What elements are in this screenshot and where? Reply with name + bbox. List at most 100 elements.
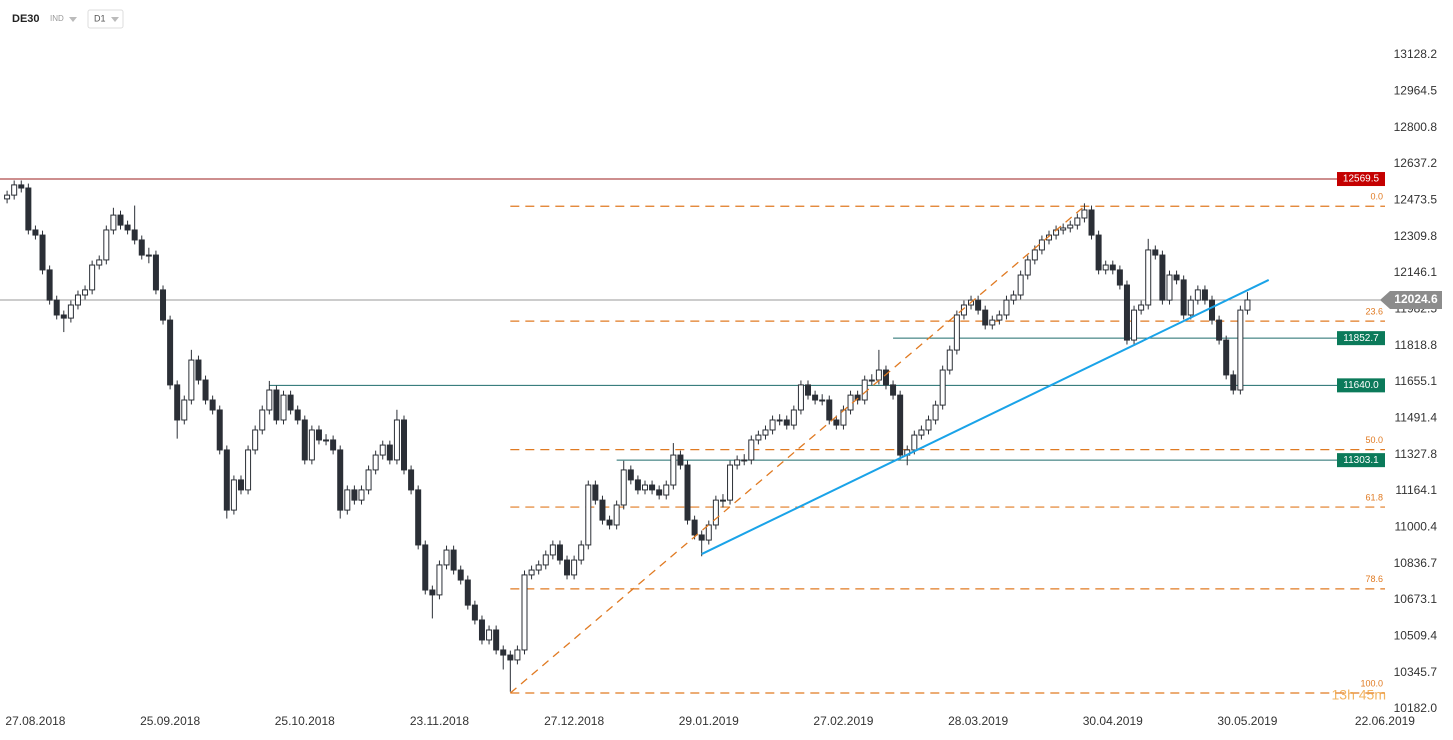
candle-body (266, 389, 273, 411)
x-tick-label: 22.06.2019 (1355, 714, 1415, 728)
candle-body (734, 459, 741, 466)
candle-body (315, 429, 322, 441)
candle-body (67, 304, 74, 319)
y-tick-label: 10836.7 (1394, 556, 1438, 570)
y-tick-label: 12964.5 (1394, 84, 1438, 98)
candle-body (237, 479, 244, 491)
candle-body (436, 564, 443, 596)
candle-body (1201, 289, 1208, 301)
level-label-bg (1337, 378, 1385, 393)
candle-body (783, 419, 790, 426)
x-tick-label: 23.11.2018 (410, 714, 469, 728)
candle-body (634, 479, 641, 491)
candle-body (1123, 284, 1130, 341)
candle-body (32, 229, 39, 236)
market-dropdown[interactable] (69, 17, 77, 22)
candle-body (578, 544, 585, 561)
candle-body (684, 464, 691, 521)
current-price-label: 12024.6 (1394, 292, 1438, 306)
candle-body (60, 314, 67, 319)
candle-body (946, 349, 953, 371)
candle-body (103, 229, 110, 261)
candle-body (677, 454, 684, 466)
candle-body (365, 469, 372, 491)
y-tick-label: 10345.7 (1394, 665, 1438, 679)
candle-body (656, 489, 663, 496)
candle-body (932, 404, 939, 421)
candle-body (188, 359, 195, 401)
y-tick-label: 10673.1 (1394, 592, 1438, 606)
candle-body (797, 384, 804, 411)
candle-body (372, 454, 379, 471)
candle-body (911, 434, 918, 451)
y-tick-label: 13128.2 (1394, 47, 1438, 61)
candle-body (1010, 294, 1017, 301)
candle-body (1159, 254, 1166, 301)
candle-body (1031, 249, 1038, 261)
candle-body (698, 534, 705, 541)
candle-body (500, 649, 507, 656)
candle-body (457, 569, 464, 581)
candle-body (259, 409, 266, 431)
candle-body (776, 419, 783, 422)
candle-body (1045, 234, 1052, 241)
candle-body (748, 439, 755, 461)
candle-body (1223, 339, 1230, 376)
candle-body (344, 489, 351, 511)
candle-body (663, 484, 670, 496)
level-label: 11640.0 (1343, 380, 1379, 391)
candle-body (833, 419, 840, 426)
candle-body (507, 654, 514, 661)
market: IND (50, 14, 64, 23)
candle-body (1209, 299, 1216, 321)
candle-body (386, 444, 393, 461)
candle-body (46, 269, 53, 301)
candle-body (819, 399, 826, 402)
candle-body (53, 299, 60, 316)
candle-body (719, 499, 726, 502)
candle-body (613, 504, 620, 526)
candle-body (606, 519, 613, 526)
candle-body (252, 429, 259, 451)
y-tick-label: 10509.4 (1394, 628, 1438, 642)
candle-body (705, 524, 712, 541)
candle-body (39, 234, 46, 271)
x-tick-label: 25.10.2018 (275, 714, 335, 728)
candle-body (330, 439, 337, 451)
candle-body (167, 319, 174, 386)
candle-body (1074, 217, 1081, 226)
candle-body (727, 464, 734, 501)
candle-body (195, 359, 202, 381)
candle-body (514, 649, 521, 661)
candle-body (925, 419, 932, 431)
candle-body (1187, 299, 1194, 316)
candle-body (415, 489, 422, 546)
level-label: 11303.1 (1343, 455, 1379, 466)
candle-body (1131, 309, 1138, 341)
interval-select[interactable] (87, 9, 124, 29)
candle-body (762, 429, 769, 436)
y-tick-label: 11000.4 (1395, 520, 1438, 534)
fib-label: 100.0 (1360, 678, 1383, 688)
x-tick-label: 27.12.2018 (544, 714, 604, 728)
candle-body (1081, 209, 1088, 219)
candle-body (1109, 264, 1116, 271)
level-label: 12569.5 (1343, 174, 1380, 185)
candle-body (812, 394, 819, 401)
candle-body (464, 579, 471, 606)
countdown: 13h 45m (1332, 687, 1386, 703)
interval-dropdown (111, 17, 119, 22)
y-tick-label: 11818.8 (1395, 338, 1438, 352)
candle-body (790, 409, 797, 426)
candle-body (670, 454, 677, 486)
candle-body (641, 484, 648, 491)
candle-body (854, 394, 861, 401)
candle-body (174, 384, 181, 421)
candle-body (868, 379, 875, 382)
candle-body (542, 554, 549, 566)
x-tick-label: 29.01.2019 (679, 714, 739, 728)
candle-body (599, 499, 606, 521)
candle-body (528, 569, 535, 576)
